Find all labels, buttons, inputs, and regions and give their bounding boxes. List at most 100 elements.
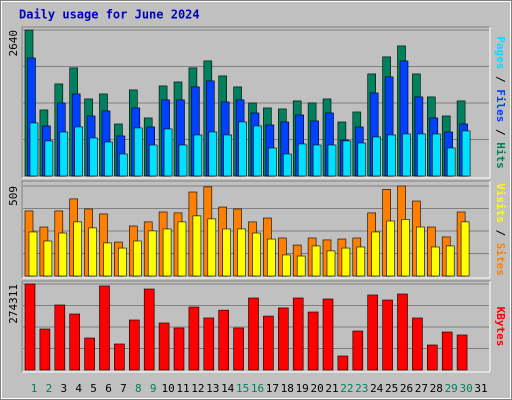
bar [233, 327, 244, 371]
bar [337, 355, 349, 371]
x-tick-label: 17 [266, 382, 279, 395]
legend: KBytes [494, 307, 507, 347]
x-tick-label: 5 [90, 382, 97, 395]
bar [326, 250, 336, 277]
x-tick-label: 31 [474, 382, 487, 395]
bar [281, 254, 291, 277]
x-tick-label: 22 [340, 382, 353, 395]
bar [188, 306, 200, 371]
x-tick-label: 21 [325, 382, 338, 395]
bar [402, 133, 411, 177]
x-tick-label: 7 [120, 382, 127, 395]
x-tick-label: 26 [400, 382, 413, 395]
y-tick-label: 2640 [7, 30, 20, 57]
legend-entry: Sites [494, 243, 507, 276]
x-tick-label: 15 [236, 382, 249, 395]
x-tick-label: 12 [191, 382, 204, 395]
bar [460, 221, 470, 277]
bar [158, 322, 170, 371]
bar [147, 230, 157, 277]
x-tick-label: 25 [385, 382, 398, 395]
bar [103, 242, 112, 277]
x-tick-label: 29 [445, 382, 458, 395]
bar [412, 317, 423, 371]
bar [148, 144, 158, 177]
x-tick-label: 11 [176, 382, 189, 395]
bar [203, 317, 215, 371]
bar [382, 299, 393, 371]
x-tick-label: 8 [135, 382, 142, 395]
bar [282, 153, 292, 177]
bar [277, 307, 289, 371]
x-tick-label: 28 [430, 382, 443, 395]
x-tick-label: 24 [370, 382, 384, 395]
bar [88, 227, 97, 277]
x-tick-label: 2 [46, 382, 53, 395]
bar [54, 304, 66, 371]
bar [267, 238, 276, 277]
bar [397, 293, 408, 371]
bar [322, 298, 334, 371]
bar [58, 232, 68, 277]
bar [426, 344, 438, 371]
bar [119, 153, 128, 177]
legend-entry: Pages [494, 36, 507, 69]
x-tick-label: 9 [150, 382, 157, 395]
bar [29, 122, 39, 177]
bar [99, 285, 110, 371]
bar [352, 330, 364, 371]
bar [43, 240, 53, 277]
bar [372, 136, 382, 177]
legend-separator: / [494, 223, 507, 243]
bar [74, 126, 83, 177]
bar [292, 297, 304, 371]
bar [44, 140, 54, 177]
bar [416, 226, 425, 277]
bar [133, 240, 142, 277]
legend: Visits / Sites [494, 183, 507, 276]
y-tick-label: 274311 [7, 284, 20, 324]
bar [177, 221, 187, 277]
bar [173, 327, 185, 371]
bar [268, 147, 277, 177]
bar [237, 228, 246, 277]
bar [218, 309, 229, 371]
bar [446, 147, 456, 177]
bar [252, 232, 261, 277]
bar [297, 143, 307, 177]
bar [367, 294, 379, 371]
bar [28, 231, 38, 277]
bar [263, 315, 274, 371]
bar [208, 131, 218, 177]
bar [129, 319, 140, 371]
bar [73, 221, 82, 277]
x-tick-label: 13 [206, 382, 219, 395]
bar [461, 130, 471, 177]
bar [222, 228, 231, 277]
bar [69, 313, 80, 371]
bar [104, 141, 113, 177]
bar [59, 131, 69, 177]
x-tick-label: 3 [60, 382, 67, 395]
chart-title: Daily usage for June 2024 [19, 8, 200, 22]
x-tick-label: 30 [459, 382, 472, 395]
legend-entry: Visits [494, 183, 507, 223]
bar [357, 142, 367, 177]
legend-separator: / [494, 69, 507, 89]
bar [342, 140, 352, 177]
x-tick-label: 4 [75, 382, 82, 395]
bar [89, 137, 98, 177]
bar [327, 144, 337, 177]
x-tick-label: 18 [281, 382, 294, 395]
x-tick-label: 20 [310, 382, 323, 395]
bar [192, 215, 202, 277]
x-tick-label: 27 [415, 382, 428, 395]
bar [445, 245, 455, 277]
bar [401, 219, 410, 277]
bar [162, 228, 172, 277]
bar [114, 343, 125, 371]
bar [356, 246, 366, 277]
bar [223, 134, 232, 177]
x-tick-label: 19 [296, 382, 309, 395]
